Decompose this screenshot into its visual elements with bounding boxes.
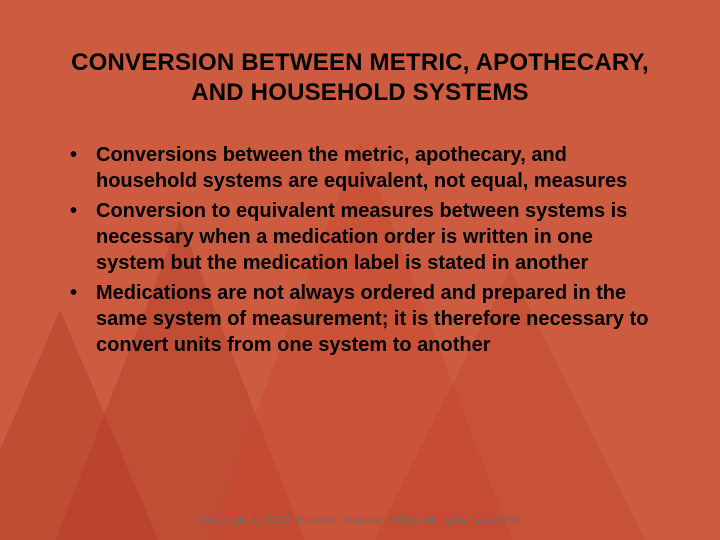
bullet-item: Conversions between the metric, apotheca…: [56, 142, 664, 194]
slide-title: CONVERSION BETWEEN METRIC, APOTHECARY, A…: [56, 48, 664, 108]
copyright-footer: Copyright © 2003, Elsevier Science (USA)…: [0, 514, 720, 526]
bullet-item: Medications are not always ordered and p…: [56, 280, 664, 358]
bullet-item: Conversion to equivalent measures betwee…: [56, 198, 664, 276]
slide-content: CONVERSION BETWEEN METRIC, APOTHECARY, A…: [0, 0, 720, 540]
bullet-list: Conversions between the metric, apotheca…: [56, 142, 664, 358]
